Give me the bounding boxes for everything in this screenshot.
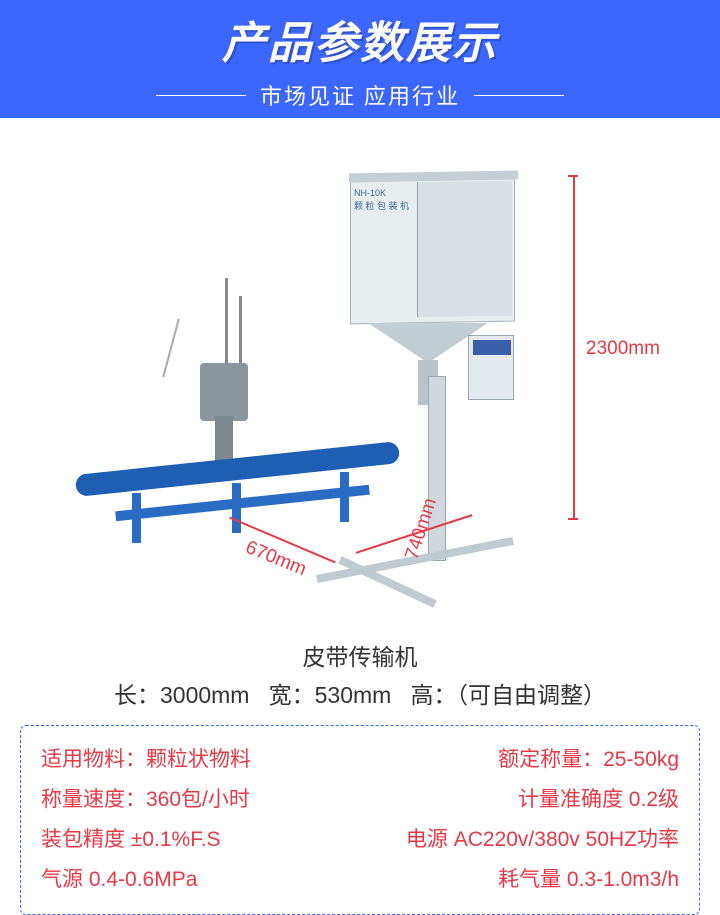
cabinet-door — [417, 181, 512, 318]
banner: 产品参数展示 市场见证 应用行业 — [0, 0, 720, 118]
spec-speed: 称量速度：360包/小时 — [41, 780, 250, 820]
spec-row: 适用物料：颗粒状物料 额定称量：25-50kg — [41, 740, 679, 780]
dimension-tick — [568, 518, 578, 520]
sewing-post-2 — [239, 296, 242, 368]
belt-info: 皮带传输机 长：3000mm 宽：530mm 高：（可自由调整） — [0, 638, 720, 710]
product-diagram: NH-10K 颗 粒 包 装 机 2300mm 670mm 740mm — [0, 118, 720, 618]
conveyor-leg — [340, 472, 349, 522]
sewing-head — [200, 363, 248, 421]
conveyor-leg — [232, 483, 241, 533]
dimension-tick — [568, 175, 578, 177]
banner-title: 产品参数展示 — [222, 7, 498, 71]
sewing-post-1 — [225, 278, 228, 368]
cabinet-model-label: NH-10K 颗 粒 包 装 机 — [354, 187, 409, 212]
specifications-box: 适用物料：颗粒状物料 额定称量：25-50kg 称量速度：360包/小时 计量准… — [20, 725, 700, 915]
belt-length: 长：3000mm — [114, 682, 249, 708]
banner-line-left — [156, 95, 246, 96]
dimension-height-label: 2300mm — [586, 338, 660, 360]
spec-air-source: 气源 0.4-0.6MPa — [41, 860, 197, 900]
spec-rated-weight: 额定称量：25-50kg — [498, 740, 679, 780]
belt-height: 高：（可自由调整） — [411, 682, 607, 708]
belt-name: 皮带传输机 — [0, 638, 720, 672]
sewing-thread — [162, 319, 179, 377]
spec-row: 气源 0.4-0.6MPa 耗气量 0.3-1.0m3/h — [41, 860, 679, 900]
machine-illustration: NH-10K 颗 粒 包 装 机 — [70, 178, 590, 598]
spec-precision: 装包精度 ±0.1%F.S — [41, 820, 221, 860]
banner-divider: 市场见证 应用行业 — [156, 79, 564, 111]
control-panel — [468, 335, 514, 400]
banner-line-right — [474, 95, 564, 96]
conveyor-frame — [115, 485, 370, 522]
belt-dimensions: 长：3000mm 宽：530mm 高：（可自由调整） — [0, 676, 720, 710]
belt-width: 宽：530mm — [269, 682, 392, 708]
banner-subtitle: 市场见证 应用行业 — [260, 79, 460, 111]
dimension-line-height — [573, 175, 575, 520]
spec-accuracy: 计量准确度 0.2级 — [518, 780, 679, 820]
spec-power: 电源 AC220v/380v 50HZ功率 — [406, 820, 679, 860]
conveyor-leg — [132, 493, 141, 543]
spec-row: 称量速度：360包/小时 计量准确度 0.2级 — [41, 780, 679, 820]
spec-row: 装包精度 ±0.1%F.S 电源 AC220v/380v 50HZ功率 — [41, 820, 679, 860]
model-line-1: NH-10K — [354, 188, 386, 198]
model-line-2: 颗 粒 包 装 机 — [354, 201, 409, 211]
spec-air-consumption: 耗气量 0.3-1.0m3/h — [498, 860, 679, 900]
spec-material: 适用物料：颗粒状物料 — [41, 740, 251, 780]
